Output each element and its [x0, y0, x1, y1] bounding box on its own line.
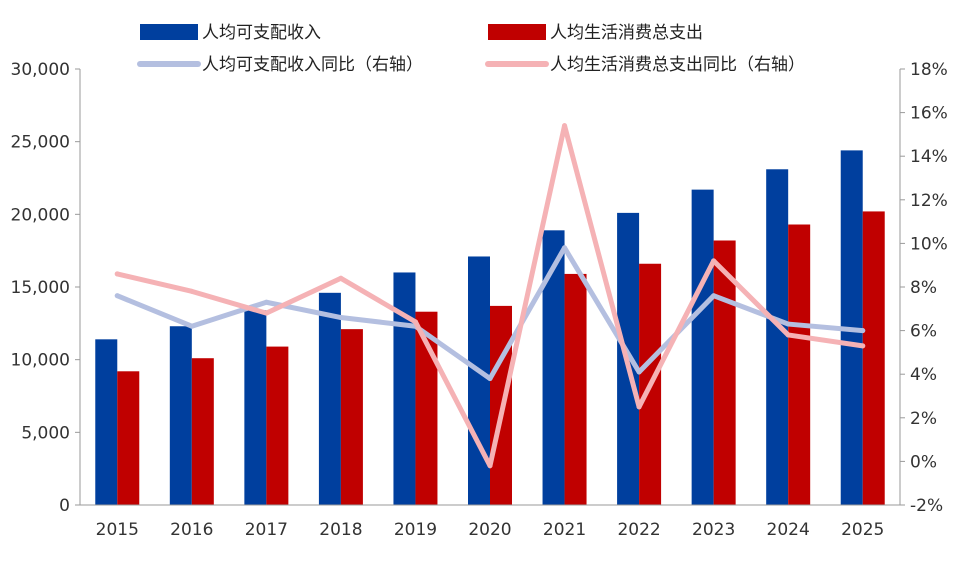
- point-income-yoy: [636, 369, 642, 375]
- y-right-tick-label: 2%: [910, 409, 937, 429]
- y-right-tick-label: 16%: [910, 104, 948, 124]
- bar-expenditure: [713, 240, 736, 505]
- x-tick-label: 2021: [543, 520, 586, 540]
- y-right-tick-label: 4%: [910, 365, 937, 385]
- point-income-yoy: [114, 293, 120, 299]
- point-income-yoy: [562, 245, 568, 251]
- bar-expenditure: [191, 358, 214, 505]
- y-left-tick-label: 15,000: [11, 278, 70, 298]
- point-expenditure-yoy: [338, 275, 344, 281]
- point-expenditure-yoy: [412, 319, 418, 325]
- bar-expenditure: [862, 211, 885, 505]
- point-income-yoy: [860, 328, 866, 334]
- point-expenditure-yoy: [189, 288, 195, 294]
- x-tick-label: 2020: [468, 520, 511, 540]
- bar-expenditure: [117, 371, 140, 505]
- legend-label: 人均生活消费总支出: [550, 23, 703, 43]
- legend-item: 人均生活消费总支出同比（右轴）: [485, 55, 805, 75]
- point-expenditure-yoy: [785, 332, 791, 338]
- y-right-tick-label: 8%: [910, 278, 937, 298]
- bar-expenditure: [415, 311, 438, 505]
- point-expenditure-yoy: [860, 343, 866, 349]
- point-income-yoy: [338, 315, 344, 321]
- y-right-tick-label: 10%: [910, 234, 948, 254]
- bar-income: [95, 339, 118, 505]
- bar-income: [766, 169, 789, 505]
- y-right-tick-label: 0%: [910, 452, 937, 472]
- point-expenditure-yoy: [263, 310, 269, 316]
- point-income-yoy: [487, 376, 493, 382]
- legend-label: 人均可支配收入同比（右轴）: [202, 55, 423, 75]
- y-right-tick-label: 14%: [910, 147, 948, 167]
- legend-item: 人均可支配收入: [140, 23, 321, 43]
- legend-label: 人均生活消费总支出同比（右轴）: [550, 55, 805, 75]
- point-expenditure-yoy: [114, 271, 120, 277]
- x-tick-label: 2019: [394, 520, 437, 540]
- bar-income: [169, 326, 192, 505]
- x-tick-label: 2015: [96, 520, 139, 540]
- legend-swatch-bar: [140, 24, 198, 40]
- bar-expenditure: [564, 273, 587, 505]
- x-tick-label: 2025: [841, 520, 884, 540]
- point-income-yoy: [785, 321, 791, 327]
- legend-swatch-bar: [488, 24, 546, 40]
- point-expenditure-yoy: [562, 123, 568, 129]
- bar-income: [691, 189, 714, 506]
- y-right-tick-label: 6%: [910, 322, 937, 342]
- bar-expenditure: [788, 224, 811, 506]
- bar-expenditure: [340, 329, 363, 505]
- y-left-tick-label: 30,000: [11, 60, 70, 80]
- bar-income: [542, 230, 565, 505]
- x-tick-label: 2018: [319, 520, 362, 540]
- y-right-tick-label: 18%: [910, 60, 948, 80]
- y-right-tick-label: 12%: [910, 191, 948, 211]
- legend-item: 人均可支配收入同比（右轴）: [137, 55, 423, 75]
- y-left-tick-label: 5,000: [21, 423, 70, 443]
- bar-income: [244, 310, 267, 505]
- x-tick-label: 2022: [617, 520, 660, 540]
- legend-item: 人均生活消费总支出: [488, 23, 703, 43]
- x-tick-label: 2016: [170, 520, 213, 540]
- y-left-tick-label: 25,000: [11, 133, 70, 153]
- x-tick-label: 2023: [692, 520, 735, 540]
- y-left-tick-label: 0: [59, 496, 70, 516]
- legend-label: 人均可支配收入: [202, 23, 321, 43]
- y-right-tick-label: -2%: [910, 496, 943, 516]
- bar-income: [393, 272, 416, 505]
- point-expenditure-yoy: [636, 404, 642, 410]
- point-income-yoy: [711, 293, 717, 299]
- bar-expenditure: [266, 346, 289, 505]
- point-income-yoy: [189, 323, 195, 329]
- bar-income: [318, 292, 341, 505]
- y-left-tick-label: 10,000: [11, 351, 70, 371]
- x-tick-label: 2024: [767, 520, 810, 540]
- point-income-yoy: [263, 299, 269, 305]
- point-expenditure-yoy: [487, 463, 493, 469]
- bar-income: [468, 256, 490, 505]
- y-left-tick-label: 20,000: [11, 205, 70, 225]
- point-expenditure-yoy: [711, 258, 717, 264]
- x-tick-label: 2017: [245, 520, 288, 540]
